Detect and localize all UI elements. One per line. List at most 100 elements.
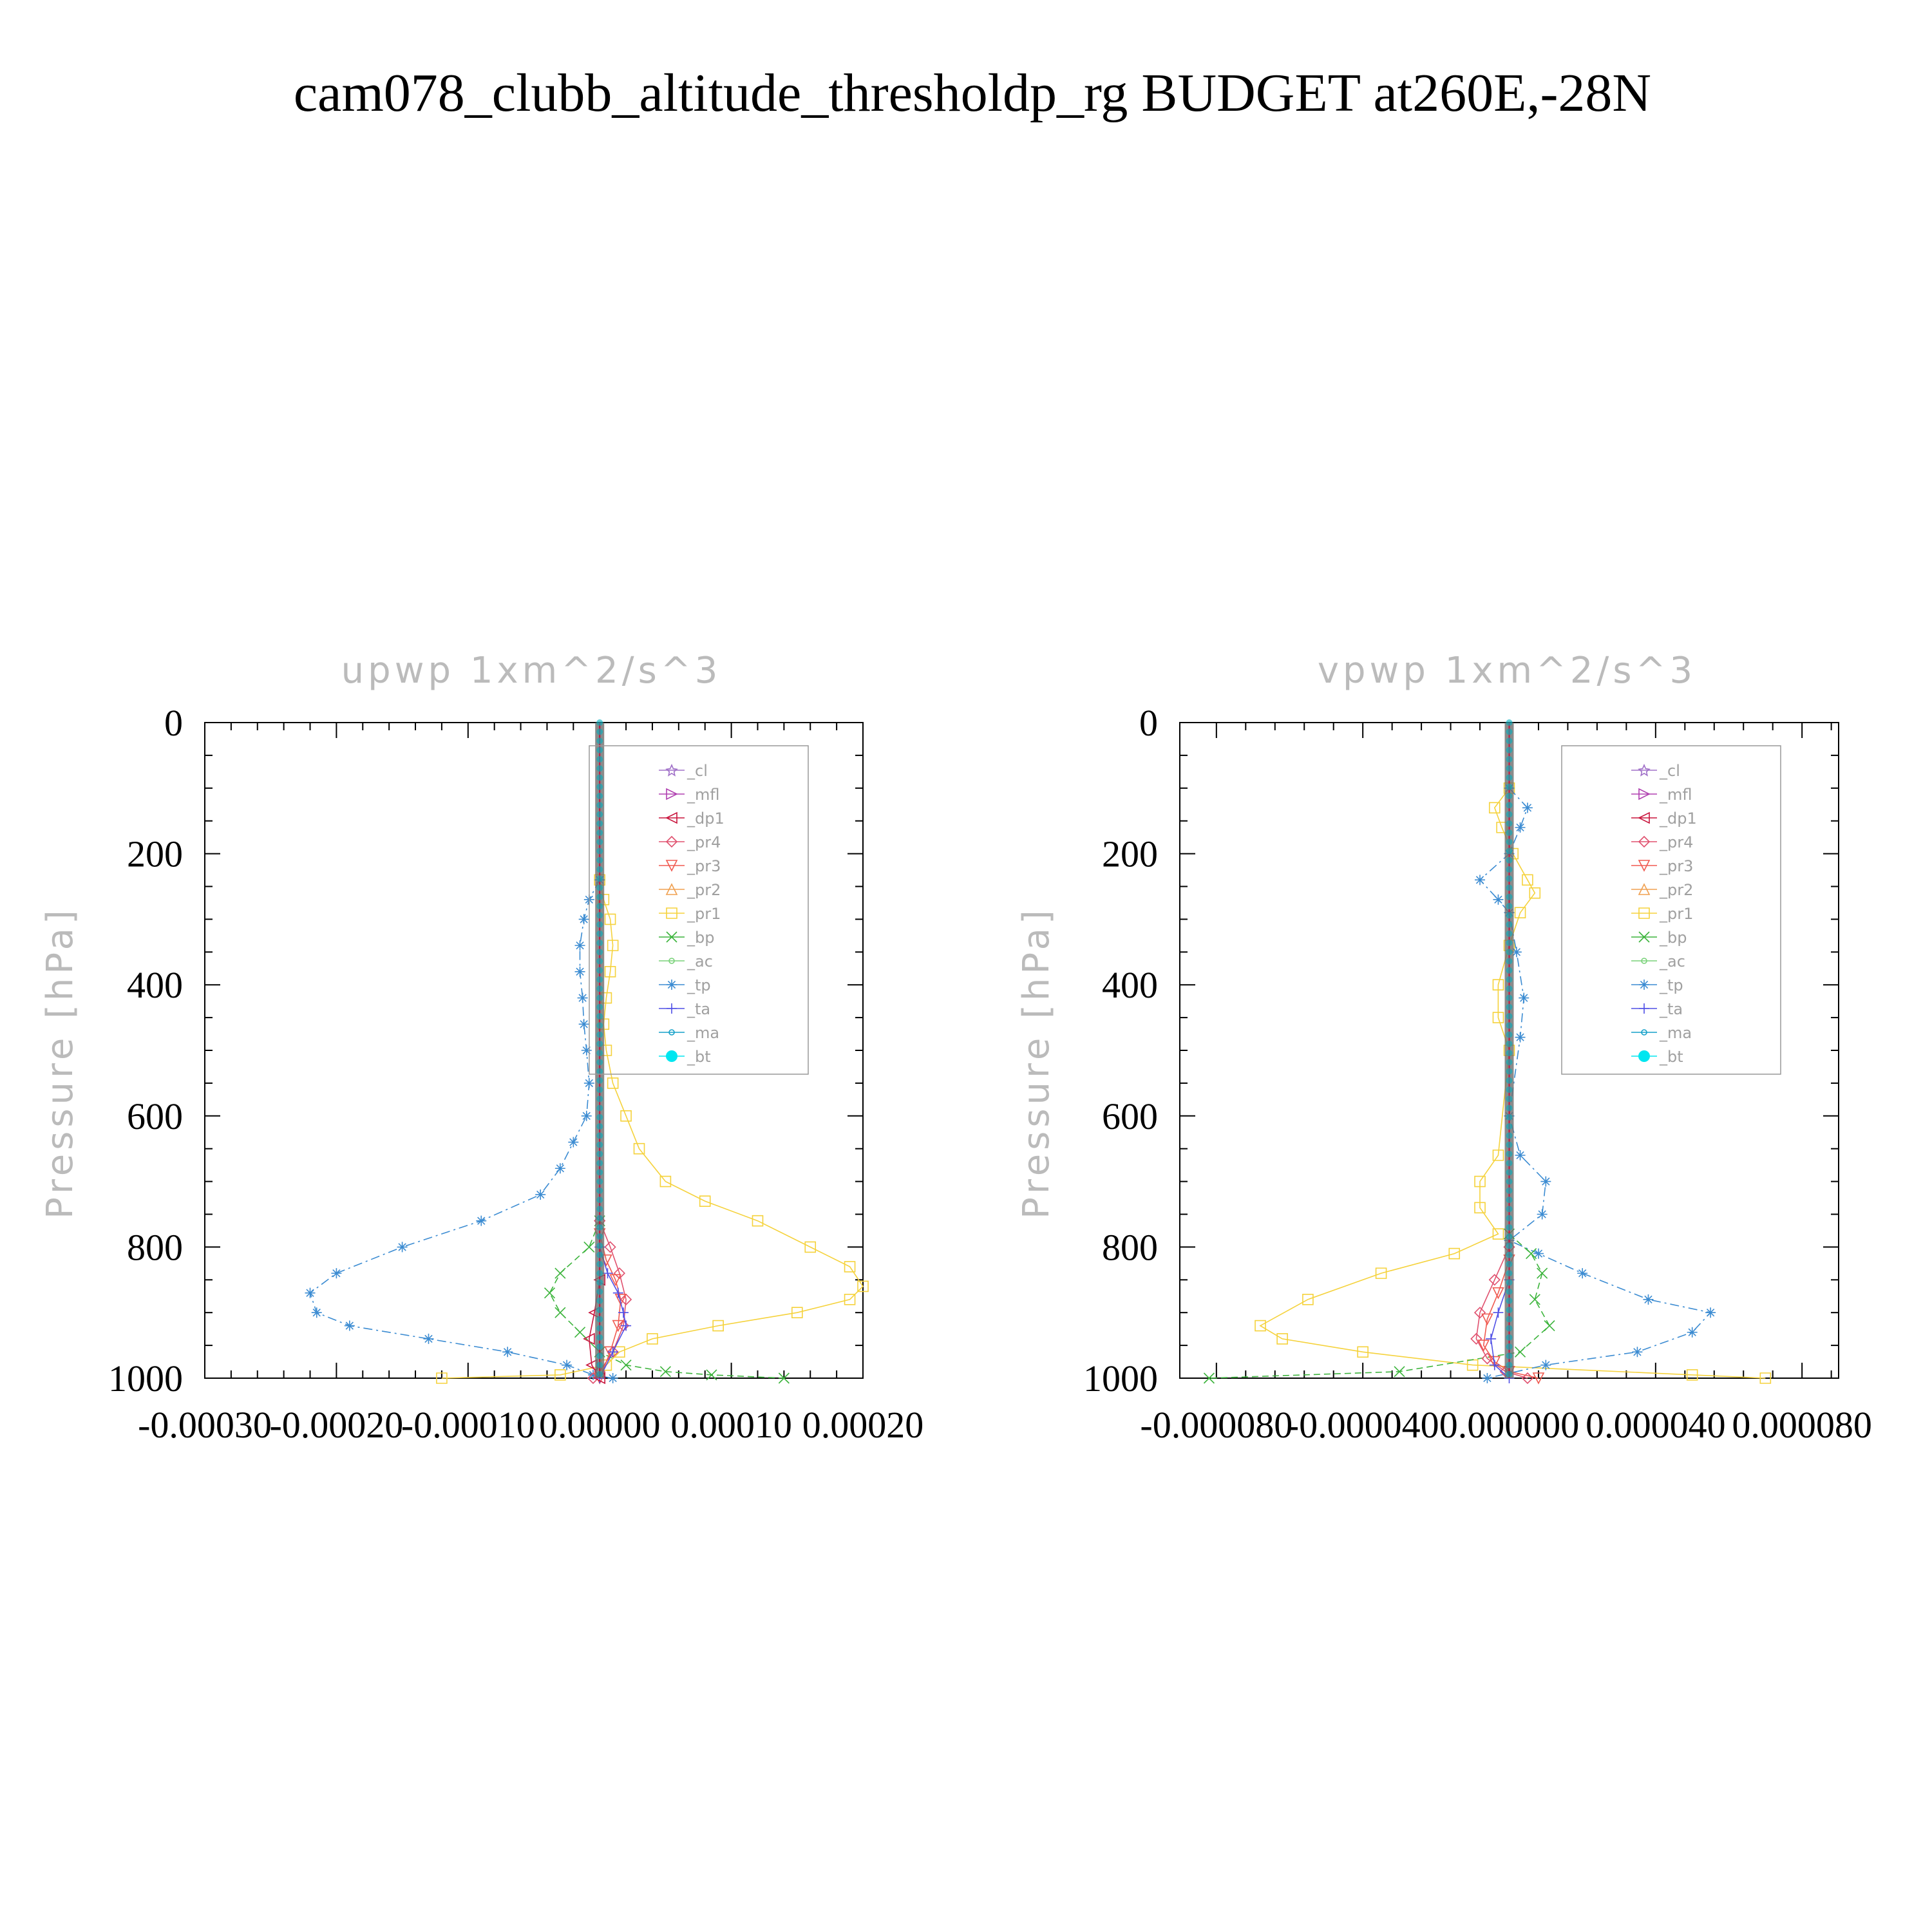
upwp-bt-marker (596, 829, 603, 837)
vpwp-legend-entry: _dp1 (1631, 810, 1697, 828)
upwp-legend-label: _pr4 (687, 833, 721, 851)
vpwp-bt-marker (1506, 1215, 1513, 1222)
vpwp-bt-marker (1506, 829, 1513, 837)
upwp-bt-marker (596, 1187, 603, 1194)
vpwp-series-marker (1203, 1372, 1215, 1384)
vpwp-bt-marker (1506, 1334, 1513, 1341)
vpwp-bt-marker (1506, 1040, 1513, 1047)
vpwp-series-marker (1522, 802, 1533, 813)
upwp-legend-entry: _pr3 (659, 857, 721, 875)
upwp-bt-marker (596, 1370, 603, 1378)
upwp-bt-marker (596, 930, 603, 937)
upwp-bt-marker (596, 1104, 603, 1112)
vpwp-legend-label: _mfl (1659, 786, 1692, 804)
vpwp-legend-label: _pr2 (1659, 881, 1693, 899)
upwp-bt-marker (596, 1242, 603, 1249)
upwp-legend-entry: _pr4 (659, 833, 721, 851)
upwp-legend-marker (666, 1050, 677, 1062)
upwp-bt-marker (596, 1260, 603, 1267)
vpwp-series-marker (1514, 907, 1526, 919)
upwp-legend-marker (665, 835, 678, 848)
upwp-legend-marker (665, 763, 678, 777)
vpwp-legend-marker (1639, 980, 1649, 990)
upwp-legend-label: _bp (687, 929, 714, 947)
vpwp-y-tick-label: 600 (1102, 1095, 1158, 1137)
vpwp-bt-marker (1506, 756, 1513, 763)
vpwp-bt-marker (1506, 949, 1513, 956)
vpwp-bt-marker (1506, 1013, 1513, 1020)
vpwp-legend-entry: _bp (1631, 929, 1687, 947)
upwp-bt-marker (596, 1343, 603, 1350)
upwp-bt-marker (596, 1325, 603, 1332)
vpwp-series-marker (1492, 1150, 1504, 1161)
upwp-bt-marker (596, 1150, 603, 1157)
upwp-legend: _cl _mfl _dp1 _pr4 _pr3 _pr2 _pr1 _bp _ac _tp _ta _… (589, 745, 809, 1075)
vpwp-bt-marker (1506, 866, 1513, 873)
upwp-legend-box (589, 745, 809, 1075)
upwp-series-marker (554, 1307, 566, 1318)
upwp-series-marker (699, 1195, 711, 1207)
upwp-series-tp (305, 875, 618, 1383)
upwp-series-marker (502, 1347, 513, 1358)
vpwp-series-marker (1474, 1175, 1486, 1188)
upwp-x-tick-label: -0.00020 (269, 1404, 403, 1446)
upwp-series-marker (574, 940, 585, 951)
vpwp-series-marker (1515, 822, 1526, 833)
upwp-bt-marker (596, 1077, 603, 1084)
vpwp-series-marker (1486, 1333, 1497, 1344)
vpwp-series-marker (1515, 1032, 1526, 1043)
vpwp-series-marker (1448, 1247, 1461, 1260)
vpwp-series-marker (1493, 894, 1504, 905)
vpwp-bt-marker (1506, 940, 1513, 947)
upwp-bt-marker (596, 848, 603, 855)
vpwp-series-marker (1537, 1267, 1548, 1279)
upwp-bt-marker (596, 1013, 603, 1020)
vpwp-bt-marker (1506, 985, 1513, 992)
vpwp-series-marker (1482, 1373, 1493, 1383)
upwp-bt-marker (596, 1068, 603, 1075)
upwp-series-marker (752, 1215, 764, 1227)
vpwp-bt-marker (1506, 746, 1513, 753)
upwp-series-marker (712, 1320, 724, 1332)
vpwp-bt-marker (1506, 1123, 1513, 1130)
vpwp-series-bt (1504, 719, 1514, 1378)
upwp-legend-marker (665, 860, 678, 872)
upwp-series-marker (804, 1241, 817, 1253)
upwp-bt-marker (596, 1141, 603, 1148)
vpwp-series-marker (1537, 1209, 1548, 1220)
upwp-series-marker (614, 1294, 627, 1306)
upwp-bt-marker (596, 866, 603, 873)
vpwp-bt-marker (1506, 1150, 1513, 1157)
vpwp-bt-marker (1506, 1224, 1513, 1231)
upwp-series-marker (311, 1307, 322, 1318)
vpwp-legend-label: _cl (1659, 762, 1680, 780)
vpwp-series-marker (1302, 1294, 1314, 1305)
upwp-series-marker (706, 1369, 717, 1381)
upwp-bt-marker (596, 1123, 603, 1130)
vpwp-series-marker (1474, 1202, 1486, 1214)
vpwp-series-marker (1375, 1267, 1387, 1279)
vpwp-bt-marker (1506, 1077, 1513, 1084)
vpwp-legend-entry: _bt (1631, 1048, 1683, 1066)
upwp-bt-marker (596, 1288, 603, 1295)
upwp-series-line (309, 879, 613, 1379)
vpwp-bt-marker (1506, 1233, 1513, 1240)
upwp-series-marker (618, 1307, 629, 1318)
vpwp-series-marker (1540, 1359, 1551, 1370)
vpwp-legend-marker (1638, 811, 1650, 824)
upwp-series-marker (578, 914, 589, 925)
upwp-bt-marker (596, 1206, 603, 1213)
vpwp-legend-marker (1638, 860, 1651, 872)
upwp-bt-marker (596, 875, 603, 882)
upwp-bt-marker (596, 811, 603, 818)
upwp-legend-entry: _bp (659, 929, 714, 947)
vpwp-legend-label: _pr3 (1659, 857, 1693, 875)
vpwp-series-marker (1529, 1294, 1540, 1305)
upwp-series-marker (305, 1287, 316, 1298)
upwp-x-tick-label: 0.00000 (539, 1404, 661, 1446)
upwp-series-marker (613, 1267, 625, 1280)
upwp-bt-marker (596, 1334, 603, 1341)
upwp-bt-marker (596, 1169, 603, 1176)
upwp-bt-marker (596, 912, 603, 919)
upwp-series-marker (659, 1366, 671, 1378)
